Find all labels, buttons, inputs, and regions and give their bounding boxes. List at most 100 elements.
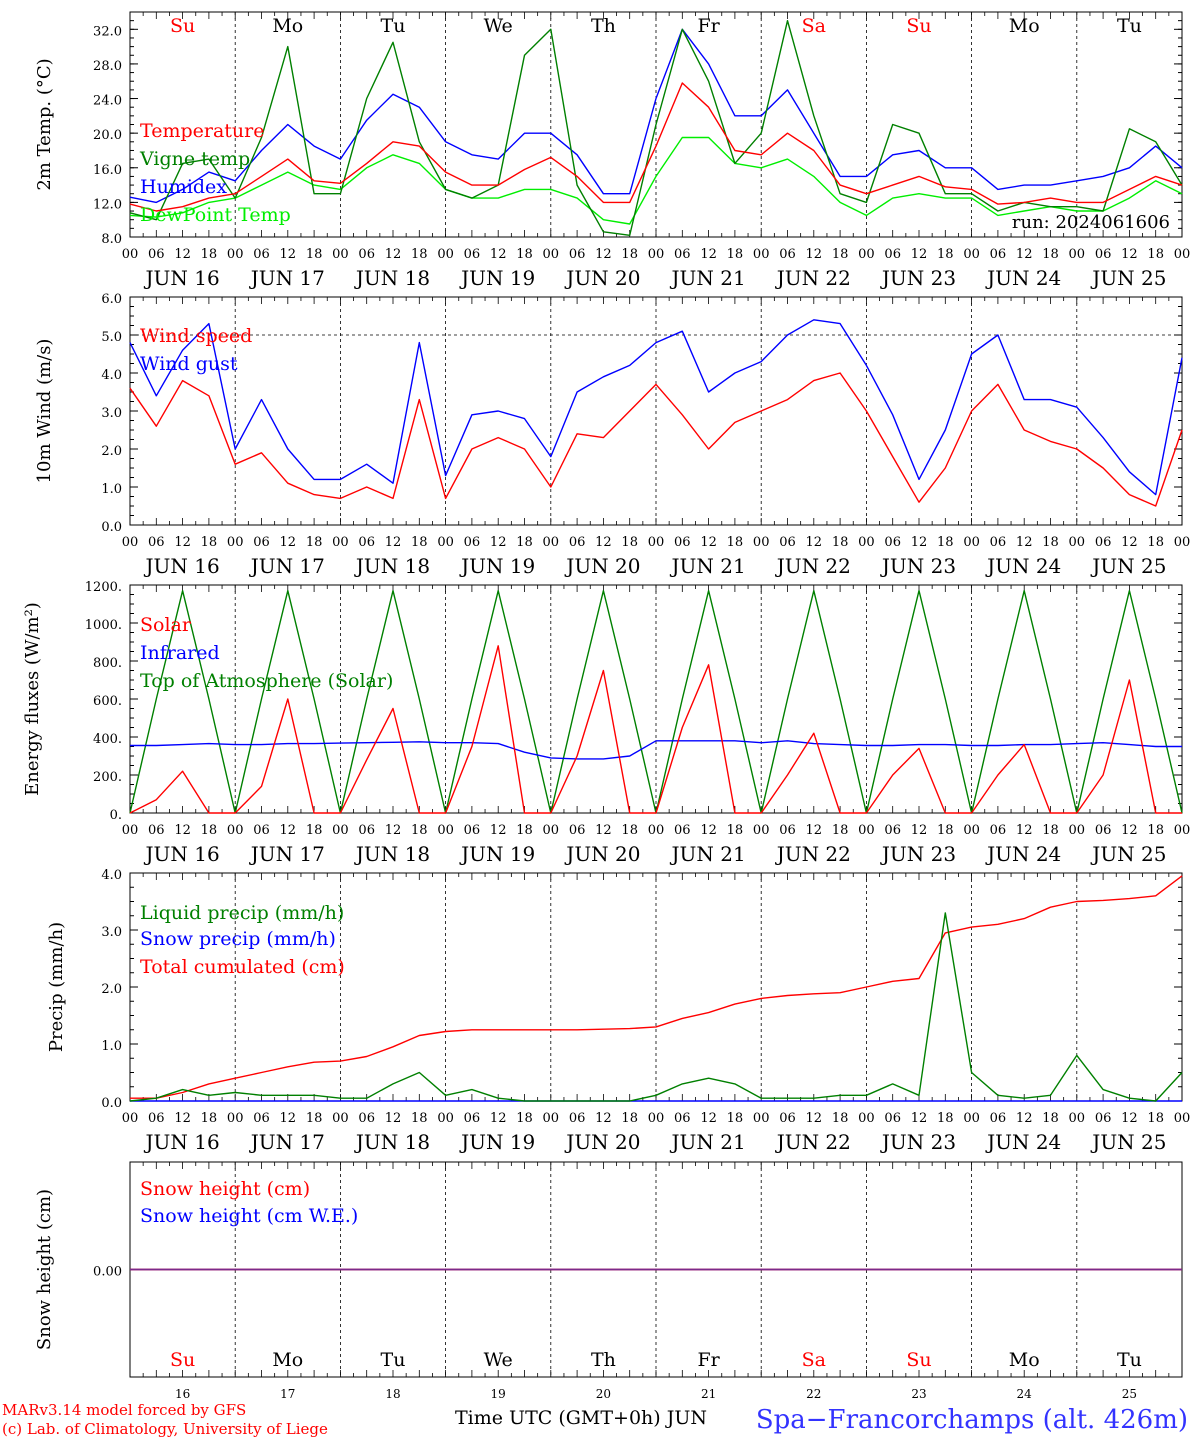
x-hour-label: 06 [779, 247, 796, 262]
date-label: JUN 22 [775, 554, 851, 578]
x-hour-label: 00 [1174, 535, 1191, 550]
x-hour-label: 12 [490, 1111, 507, 1126]
x-hour-label: 00 [227, 1111, 244, 1126]
weekday-label: Fr [697, 15, 720, 37]
legend-entry: Total cumulated (cm) [140, 956, 345, 978]
x-hour-label: 12 [700, 535, 717, 550]
x-hour-label: 00 [1069, 1111, 1086, 1126]
weekday-label: We [484, 15, 513, 37]
day-number-label: 23 [911, 1387, 926, 1401]
x-hour-label: 18 [937, 535, 954, 550]
x-hour-label: 18 [727, 1111, 744, 1126]
x-hour-label: 00 [858, 823, 875, 838]
x-hour-label: 06 [1095, 535, 1112, 550]
x-hour-label: 18 [201, 247, 218, 262]
x-hour-label: 06 [569, 823, 586, 838]
date-label: JUN 19 [459, 842, 535, 866]
x-hour-label: 06 [779, 823, 796, 838]
x-hour-label: 00 [963, 823, 980, 838]
y-tick-label: 200. [93, 770, 122, 785]
y-tick-label: 2.0 [101, 982, 122, 997]
x-hour-label: 06 [990, 247, 1007, 262]
x-hour-label: 18 [1042, 535, 1059, 550]
x-hour-label: 12 [385, 247, 402, 262]
legend-entry: Wind gust [140, 353, 238, 375]
x-hour-label: 12 [1016, 535, 1033, 550]
y-tick-label: 3.0 [101, 406, 122, 421]
x-hour-label: 12 [806, 535, 823, 550]
station-label: Spa−Francorchamps (alt. 426m) [756, 1405, 1188, 1435]
legend-entry: Snow precip (mm/h) [140, 928, 336, 950]
x-hour-label: 12 [700, 247, 717, 262]
weekday-label: Th [591, 15, 616, 37]
x-hour-label: 00 [648, 535, 665, 550]
x-hour-label: 06 [569, 535, 586, 550]
x-hour-label: 12 [1121, 247, 1138, 262]
x-hour-label: 00 [963, 247, 980, 262]
x-hour-label: 00 [1069, 535, 1086, 550]
y-tick-label: 20.0 [93, 128, 122, 143]
y-tick-label: 12.0 [93, 197, 122, 212]
panel-4: 0.0 1.0 2.0 3.0 4.0 Precip (mm/h) Liquid preci… [46, 868, 1190, 1154]
x-hour-label: 00 [648, 247, 665, 262]
x-hour-label: 06 [779, 535, 796, 550]
panel-2: 0.0 1.0 2.0 3.0 4.0 5.0 6.0 10m Wind (m/s) Wind … [34, 292, 1190, 578]
x-hour-label: 12 [595, 535, 612, 550]
y-axis-title: 10m Wind (m/s) [34, 339, 55, 484]
date-label: JUN 20 [564, 1130, 640, 1154]
x-hour-label: 06 [464, 247, 481, 262]
y-tick-label: 16.0 [93, 163, 122, 178]
legend-entry: Vigne temp [139, 148, 250, 170]
weekday-label: Tu [381, 15, 406, 37]
x-hour-label: 00 [332, 1111, 349, 1126]
weekday-label: Su [906, 15, 931, 37]
day-number-label: 22 [806, 1387, 821, 1401]
panel-5: 0.00 Snow height (cm) Snow height (cm) Snow… [34, 1161, 1183, 1401]
x-hour-label: 00 [648, 823, 665, 838]
date-label: JUN 23 [880, 554, 956, 578]
date-label: JUN 25 [1090, 266, 1166, 290]
x-hour-label: 12 [280, 535, 297, 550]
day-number-label: 24 [1017, 1387, 1033, 1401]
x-hour-label: 18 [516, 1111, 533, 1126]
x-hour-label: 12 [595, 1111, 612, 1126]
weekday-label: Mo [272, 1349, 303, 1371]
x-hour-label: 18 [832, 823, 849, 838]
x-hour-label: 00 [753, 535, 770, 550]
date-label: JUN 21 [670, 1130, 746, 1154]
date-label: JUN 24 [985, 554, 1061, 578]
x-hour-label: 18 [306, 823, 323, 838]
x-hour-label: 00 [753, 247, 770, 262]
x-hour-label: 18 [201, 823, 218, 838]
date-label: JUN 23 [880, 842, 956, 866]
legend-entry: Snow height (cm W.E.) [140, 1205, 358, 1227]
x-hour-label: 00 [753, 1111, 770, 1126]
y-tick-label: 1.0 [101, 482, 122, 497]
time-axis-label: Time UTC (GMT+0h) JUN [455, 1407, 707, 1429]
x-hour-label: 06 [148, 535, 165, 550]
weekday-label: Su [170, 1349, 195, 1371]
x-hour-label: 00 [437, 247, 454, 262]
day-number-label: 18 [385, 1387, 400, 1401]
x-hour-label: 00 [122, 823, 139, 838]
x-hour-label: 00 [1069, 823, 1086, 838]
day-number-label: 16 [175, 1387, 190, 1401]
y-axis-title: Precip (mm/h) [46, 922, 67, 1052]
date-label: JUN 21 [670, 554, 746, 578]
x-hour-label: 12 [700, 1111, 717, 1126]
x-hour-label: 00 [858, 247, 875, 262]
x-hour-label: 06 [990, 823, 1007, 838]
x-hour-label: 12 [385, 1111, 402, 1126]
x-hour-label: 06 [464, 1111, 481, 1126]
y-axis-title: Energy fluxes (W/m²) [22, 602, 43, 796]
x-hour-label: 12 [700, 823, 717, 838]
x-hour-label: 06 [569, 1111, 586, 1126]
date-label: JUN 16 [144, 266, 220, 290]
credit-line-2: (c) Lab. of Climatology, University of L… [2, 1420, 328, 1438]
date-label: JUN 16 [144, 842, 220, 866]
x-hour-label: 00 [963, 1111, 980, 1126]
weekday-label: Sa [802, 1349, 826, 1371]
x-hour-label: 12 [911, 823, 928, 838]
x-hour-label: 00 [963, 535, 980, 550]
x-hour-label: 12 [174, 535, 191, 550]
